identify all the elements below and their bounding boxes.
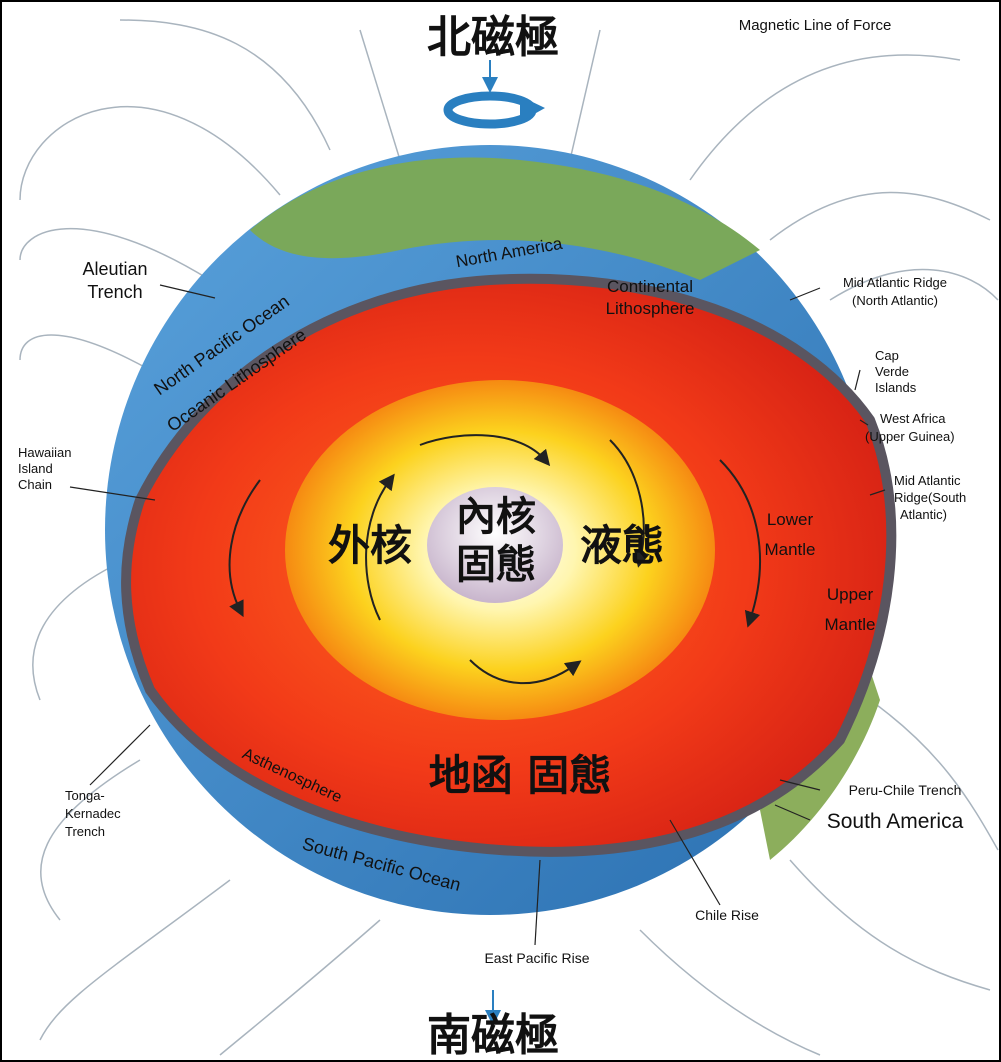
peru-chile-label: Peru-Chile Trench — [849, 782, 962, 798]
north-america-land — [250, 157, 760, 280]
continental-lith-label-1: Continental — [607, 277, 693, 296]
tonga-label-1: Tonga- — [65, 788, 105, 803]
chile-rise-label: Chile Rise — [695, 907, 759, 923]
hawaiian-label-1: Hawaiian — [18, 445, 71, 460]
outer-core-label-right: 液態 — [580, 521, 664, 570]
west-africa-label-1: West Africa — [880, 411, 946, 426]
south-america-label: South America — [827, 810, 964, 833]
lower-mantle-label-1: Lower — [767, 510, 814, 529]
upper-mantle-label-2: Mantle — [824, 615, 875, 634]
mar-south-label-1: Mid Atlantic — [894, 473, 961, 488]
mar-south-label-2: Ridge(South — [894, 490, 966, 505]
mar-north-label-2: (North Atlantic) — [852, 293, 938, 308]
lower-mantle-label-2: Mantle — [764, 540, 815, 559]
cap-verde-label-2: Verde — [875, 364, 909, 379]
aleutian-label-1: Aleutian — [82, 259, 147, 279]
inner-core-label-1: 內核 — [456, 494, 536, 540]
inner-core — [427, 487, 563, 603]
tonga-label-3: Trench — [65, 824, 105, 839]
west-africa-label-2: (Upper Guinea) — [865, 429, 955, 444]
outer-core-label-left: 外核 — [328, 521, 412, 570]
field-lines — [19, 19, 999, 1056]
hawaiian-label-3: Chain — [18, 477, 52, 492]
hawaiian-label-2: Island — [18, 461, 53, 476]
rotation-arrow-icon — [443, 60, 545, 129]
mantle-label: 地函 固態 — [429, 751, 612, 800]
mar-south-label-3: Atlantic) — [900, 507, 947, 522]
continental-lith-label-2: Lithosphere — [606, 299, 695, 318]
inner-core-label-2: 固態 — [456, 542, 536, 588]
east-pacific-label: East Pacific Rise — [484, 950, 589, 966]
north-pole-label: 北磁極 — [427, 12, 559, 63]
south-pole-label: 南磁極 — [427, 1010, 559, 1061]
aleutian-label-2: Trench — [87, 282, 142, 302]
leader-lines — [69, 284, 886, 946]
mar-north-label-1: Mid Atlantic Ridge — [843, 275, 947, 290]
tonga-label-2: Kernadec — [65, 806, 121, 821]
magnetic-line-label: Magnetic Line of Force — [739, 17, 892, 34]
convection-arrows — [228, 434, 761, 685]
cap-verde-label-3: Islands — [875, 380, 917, 395]
cap-verde-label-1: Cap — [875, 348, 899, 363]
earth-sphere — [105, 145, 897, 915]
upper-mantle-label-1: Upper — [827, 585, 874, 604]
